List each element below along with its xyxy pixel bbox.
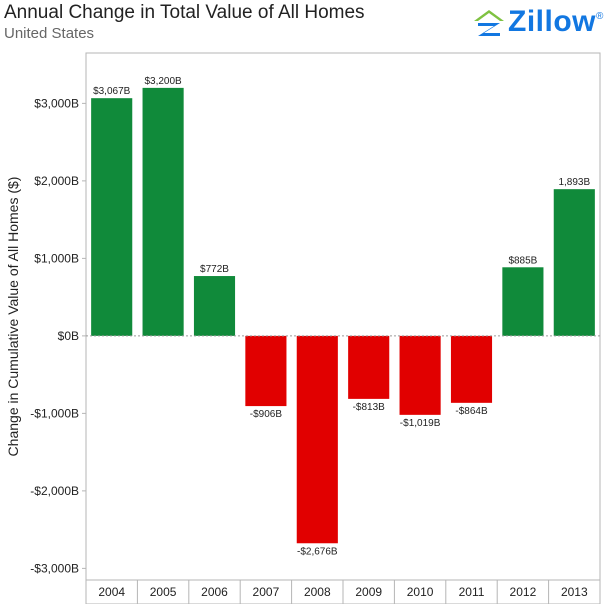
x-axis: 2004 2005 2006 2007 2008 2009 2010 2011 2012 2013 <box>86 579 600 604</box>
data-label-2011: -$864B <box>455 406 488 417</box>
x-tick-label-2010: 2010 <box>407 585 434 599</box>
data-label-2009: -$813B <box>353 402 386 413</box>
x-tick-label-2006: 2006 <box>201 585 228 599</box>
bar-2012[interactable] <box>502 267 544 336</box>
y-tick-label: -$1,000B <box>30 406 79 420</box>
y-tick-label: $0B <box>58 329 79 343</box>
zillow-logo[interactable]: Zillow ® <box>472 5 604 38</box>
bar-2006[interactable] <box>193 276 236 336</box>
bar-2007[interactable] <box>245 335 287 407</box>
chart-subtitle: United States <box>4 25 95 42</box>
data-label-2010: -$1,019B <box>400 418 441 429</box>
bar-2011[interactable] <box>450 335 493 403</box>
bar-2009[interactable] <box>348 335 390 399</box>
x-tick-label-2009: 2009 <box>355 585 382 599</box>
data-label-2008: -$2,676B <box>297 546 338 557</box>
data-label-2006: $772B <box>200 264 229 275</box>
bar-2008[interactable] <box>296 335 338 544</box>
data-label-2004: $3,067B <box>93 86 131 97</box>
y-tick-label: $3,000B <box>34 96 79 110</box>
plot-frame <box>85 52 601 604</box>
data-label-2013: 1,893B <box>558 177 590 188</box>
y-axis: $3,000B $2,000B $1,000B $0B -$1,000B -$2,000B… <box>30 96 86 575</box>
x-tick-label-2012: 2012 <box>510 585 537 599</box>
registered-mark: ® <box>596 10 604 22</box>
x-tick-label-2007: 2007 <box>253 585 280 599</box>
chart-title: Annual Change in Total Value of All Home… <box>4 2 365 23</box>
y-tick-label: $2,000B <box>34 174 79 188</box>
y-tick-label: -$2,000B <box>30 484 79 498</box>
x-tick-label-2011: 2011 <box>459 585 485 599</box>
bar-2013[interactable] <box>553 189 595 336</box>
x-tick-label-2004: 2004 <box>98 585 125 599</box>
bar-2004[interactable] <box>91 98 133 336</box>
x-tick-label-2008: 2008 <box>304 585 331 599</box>
x-tick-label-2013: 2013 <box>561 585 588 599</box>
data-label-2005: $3,200B <box>144 76 182 87</box>
data-label-2007: -$906B <box>250 409 283 420</box>
zillow-logo-text: Zillow <box>508 5 596 38</box>
bar-2005[interactable] <box>142 87 184 336</box>
bars-group: $3,067B $3,200B $772B -$906B -$2,676B -$813B -… <box>91 76 595 557</box>
y-tick-label: $1,000B <box>34 251 79 265</box>
y-tick-label: -$3,000B <box>30 561 79 575</box>
data-label-2012: $885B <box>508 255 537 266</box>
x-tick-label-2005: 2005 <box>150 585 177 599</box>
zillow-house-icon <box>474 10 504 36</box>
bar-2010[interactable] <box>399 335 441 415</box>
y-axis-title: Change in Cumulative Value of All Homes … <box>5 177 21 457</box>
